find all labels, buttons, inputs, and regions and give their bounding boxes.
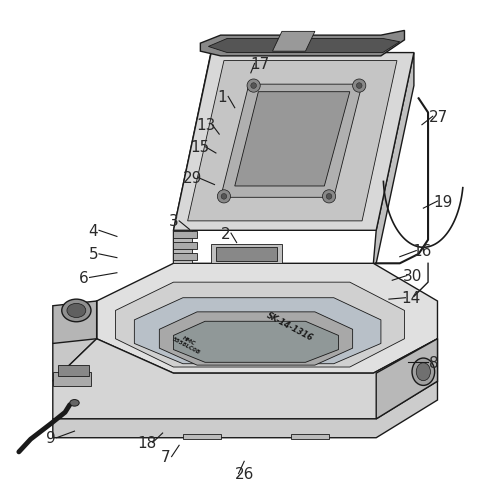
Polygon shape (183, 434, 221, 439)
Text: SK-14-1316: SK-14-1316 (265, 310, 315, 343)
Polygon shape (97, 264, 438, 373)
Polygon shape (53, 372, 91, 386)
Polygon shape (173, 52, 211, 264)
Ellipse shape (67, 304, 86, 318)
Polygon shape (53, 339, 438, 419)
Text: 5: 5 (89, 247, 98, 262)
Polygon shape (208, 40, 400, 54)
Polygon shape (188, 61, 397, 222)
Polygon shape (173, 243, 197, 250)
Polygon shape (200, 31, 404, 57)
Circle shape (326, 194, 332, 200)
Circle shape (217, 190, 231, 203)
Polygon shape (173, 54, 414, 231)
Polygon shape (235, 93, 350, 186)
Text: 27: 27 (429, 109, 448, 124)
Text: 6: 6 (79, 270, 89, 285)
Polygon shape (272, 32, 315, 52)
Text: 17: 17 (250, 57, 270, 72)
Polygon shape (173, 231, 193, 264)
Polygon shape (376, 339, 438, 419)
Text: 13: 13 (197, 118, 216, 133)
Polygon shape (53, 382, 438, 438)
Circle shape (221, 194, 227, 200)
Polygon shape (173, 253, 197, 261)
Circle shape (251, 83, 256, 89)
Polygon shape (221, 85, 362, 198)
Polygon shape (159, 312, 352, 366)
Ellipse shape (412, 358, 435, 386)
Polygon shape (211, 245, 282, 264)
Text: 4: 4 (89, 224, 98, 238)
Polygon shape (53, 302, 97, 344)
Circle shape (322, 190, 336, 203)
Text: 26: 26 (235, 466, 254, 481)
Text: 19: 19 (434, 194, 453, 209)
Polygon shape (115, 283, 404, 367)
Text: 9: 9 (46, 430, 56, 446)
Ellipse shape (62, 300, 91, 322)
Text: 15: 15 (190, 140, 209, 155)
Polygon shape (292, 434, 329, 439)
Ellipse shape (416, 363, 431, 381)
Text: 7: 7 (161, 449, 171, 464)
Polygon shape (57, 366, 89, 376)
Text: 30: 30 (403, 268, 422, 284)
Text: 14: 14 (401, 291, 421, 305)
Polygon shape (53, 302, 97, 382)
Text: 18: 18 (138, 435, 157, 450)
Polygon shape (216, 248, 277, 262)
Text: 16: 16 (412, 244, 432, 259)
Polygon shape (373, 54, 414, 264)
Circle shape (352, 80, 366, 93)
Text: 1: 1 (218, 90, 227, 105)
Text: HMC
5558LC0B: HMC 5558LC0B (171, 331, 204, 355)
Text: 29: 29 (183, 171, 202, 185)
Polygon shape (134, 298, 381, 364)
Polygon shape (173, 231, 197, 238)
Text: 2: 2 (221, 226, 230, 241)
Circle shape (247, 80, 260, 93)
Circle shape (356, 83, 362, 89)
Text: 8: 8 (429, 355, 439, 370)
Ellipse shape (70, 400, 79, 407)
Text: 3: 3 (169, 214, 178, 229)
Polygon shape (173, 322, 339, 363)
